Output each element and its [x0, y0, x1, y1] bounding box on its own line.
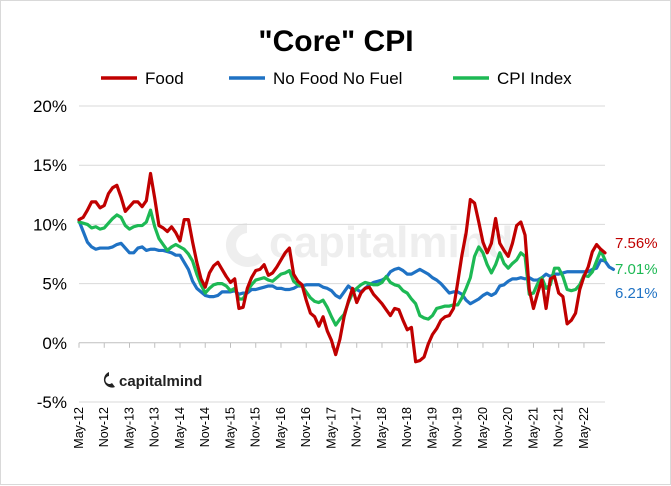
y-tick-label: 10% [33, 215, 67, 234]
watermark-logo-text: capitalmind [119, 373, 202, 390]
x-tick-label: May-18 [375, 407, 389, 449]
watermark-logo-icon [225, 223, 263, 267]
x-tick-label: May-19 [425, 407, 439, 449]
x-tick-label: May-13 [122, 407, 136, 449]
y-tick-label: 20% [33, 97, 67, 116]
x-axis: May-12 Nov-12 May-13 Nov-13 May-14 Nov-14 May-… [72, 342, 605, 449]
x-tick-label: May-12 [72, 407, 86, 449]
legend-label: CPI Index [497, 69, 572, 88]
watermark-text: capitalmind [269, 218, 514, 267]
x-tick-label: Nov-16 [299, 407, 313, 447]
legend: Food No Food No Fuel CPI Index [101, 69, 572, 88]
x-tick-label: May-17 [324, 407, 338, 449]
y-tick-label: 0% [42, 334, 67, 353]
x-tick-label: May-14 [173, 407, 187, 449]
y-tick-label: -5% [37, 393, 67, 412]
x-tick-label: Nov-14 [198, 407, 212, 447]
end-label-food: 7.56% [615, 235, 658, 252]
x-tick-label: Nov-19 [451, 407, 465, 447]
x-tick-label: Nov-12 [97, 407, 111, 447]
watermark-large: capitalmind [225, 218, 514, 267]
x-tick-label: May-16 [274, 407, 288, 449]
x-tick-label: May-21 [526, 407, 540, 449]
x-tick-label: Nov-13 [148, 407, 162, 447]
y-tick-label: 5% [42, 275, 67, 294]
capitalmind-logo-icon [103, 372, 115, 388]
x-tick-label: Nov-17 [350, 407, 364, 447]
series-lines [77, 171, 616, 364]
end-label-no-food-no-fuel: 6.21% [615, 285, 658, 302]
end-labels: 7.56% 6.21% 7.01% [615, 235, 658, 302]
x-tick-label: Nov-18 [400, 407, 414, 447]
end-label-cpi-index: 7.01% [615, 261, 658, 278]
x-tick-label: May-15 [223, 407, 237, 449]
x-tick-label: Nov-20 [501, 407, 515, 447]
x-tick-label: Nov-21 [552, 407, 566, 447]
chart-title: "Core" CPI [258, 25, 413, 58]
legend-label: Food [145, 69, 184, 88]
x-tick-label: May-20 [476, 407, 490, 449]
series-line-food [77, 171, 607, 364]
legend-label: No Food No Fuel [273, 69, 402, 88]
watermark-small: capitalmind [103, 372, 202, 390]
x-tick-label: Nov-15 [249, 407, 263, 447]
y-axis: -5% 0% 5% 10% 15% 20% [33, 97, 67, 412]
x-tick-label: May-22 [577, 407, 591, 449]
y-tick-label: 15% [33, 156, 67, 175]
series-line-cpi-index [77, 208, 607, 327]
